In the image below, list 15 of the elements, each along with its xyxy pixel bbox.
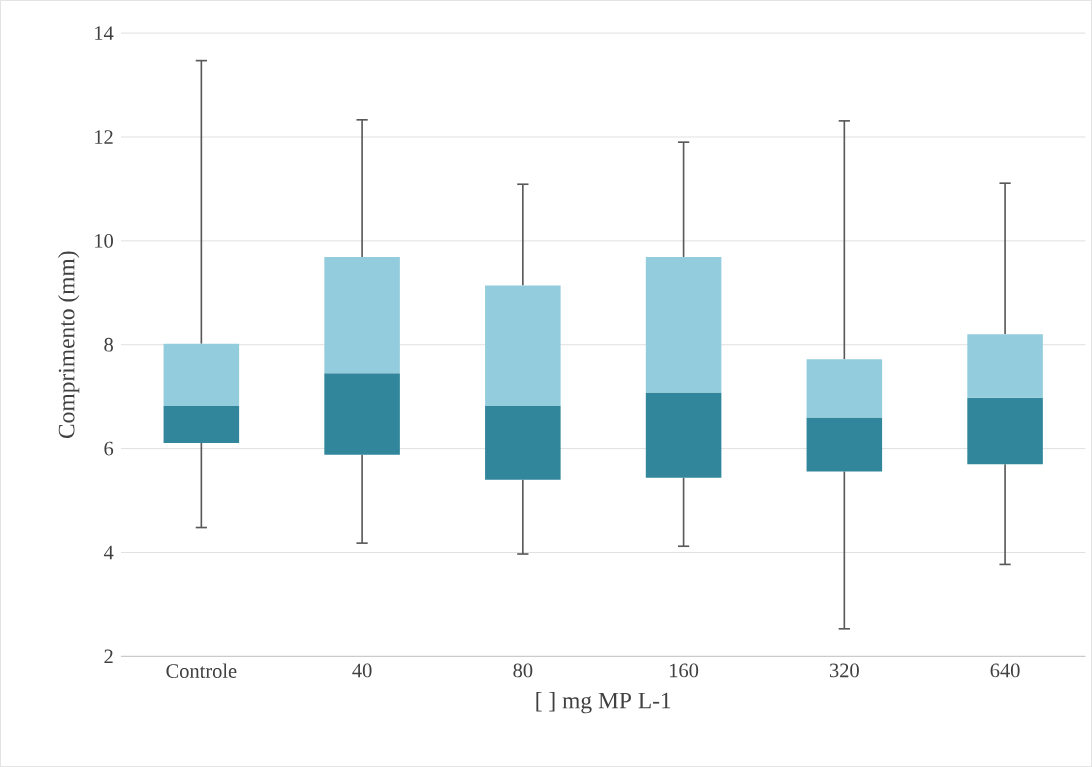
x-tick-label: 40 xyxy=(352,663,372,678)
y-tick-label: 10 xyxy=(95,233,113,248)
y-tick-label: 12 xyxy=(95,130,113,144)
x-tick-label: 80 xyxy=(513,663,533,678)
y-tick-label: 6 xyxy=(104,441,114,456)
x-tick-label: Controle xyxy=(166,663,237,678)
y-axis-title: Comprimento (mm) xyxy=(57,251,80,439)
x-tick-label: 160 xyxy=(670,663,699,678)
x-tick-label: 320 xyxy=(830,663,859,678)
y-tick-label: 14 xyxy=(95,26,114,40)
x-axis-title: [ ] mg MP L-1 xyxy=(536,691,671,714)
x-tick-label: 640 xyxy=(990,663,1020,678)
y-tick-label: 4 xyxy=(103,545,114,560)
y-tick-label: 2 xyxy=(104,649,113,664)
y-tick-label: 8 xyxy=(104,337,113,352)
